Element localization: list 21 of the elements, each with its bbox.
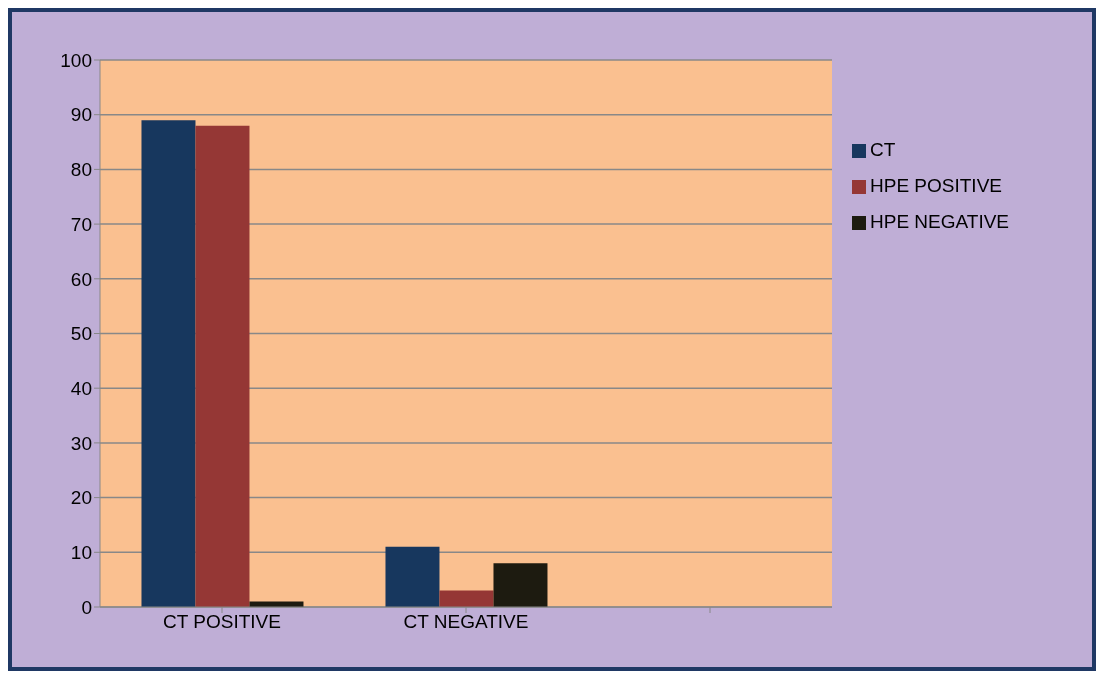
y-tick-label: 40 [70,377,92,399]
y-tick-label: 70 [70,213,92,235]
legend-label: CT [870,139,896,160]
y-tick-label: 100 [60,49,92,71]
y-tick-label: 90 [70,104,92,126]
y-tick-label: 20 [70,487,92,509]
legend-label: HPE POSITIVE [870,175,1002,196]
bar [439,590,494,607]
bar [493,563,548,607]
y-tick-label: 0 [81,596,92,618]
bar [195,125,250,607]
x-tick-label: CT POSITIVE [163,611,281,633]
y-tick-label: 60 [70,268,92,290]
x-tick-label: CT NEGATIVE [403,611,529,633]
y-tick-label: 30 [70,432,92,454]
bar [385,546,440,607]
bar [141,120,196,607]
y-tick-label: 80 [70,159,92,181]
y-tick-label: 50 [70,323,92,345]
legend-label: HPE NEGATIVE [870,211,1010,232]
y-tick-label: 10 [70,542,92,564]
